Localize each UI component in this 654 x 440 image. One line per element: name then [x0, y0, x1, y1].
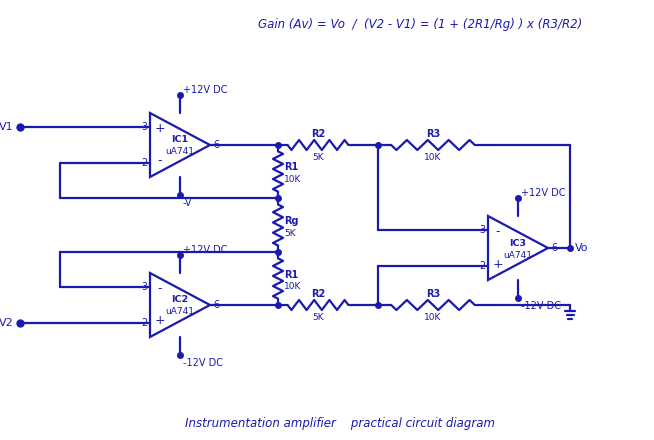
- Text: -: -: [496, 225, 500, 238]
- Text: IC1: IC1: [171, 136, 188, 144]
- Text: 3: 3: [479, 225, 485, 235]
- Text: R2: R2: [311, 289, 325, 299]
- Text: Gain (Av) = Vo  /  (V2 - V1) = (1 + (2R1/Rg) ) x (R3/R2): Gain (Av) = Vo / (V2 - V1) = (1 + (2R1/R…: [258, 18, 582, 31]
- Text: +12V DC: +12V DC: [183, 245, 228, 255]
- Text: -: -: [158, 282, 162, 296]
- Text: 3: 3: [141, 282, 147, 292]
- Text: 10K: 10K: [284, 175, 301, 184]
- Text: Instrumentation amplifier    practical circuit diagram: Instrumentation amplifier practical circ…: [185, 417, 495, 430]
- Text: R1: R1: [284, 162, 298, 172]
- Text: 2: 2: [479, 261, 485, 271]
- Text: 2: 2: [141, 158, 147, 168]
- Text: +: +: [155, 315, 165, 327]
- Text: +: +: [492, 257, 504, 271]
- Text: V1: V1: [0, 122, 14, 132]
- Text: 2: 2: [141, 318, 147, 328]
- Text: R2: R2: [311, 129, 325, 139]
- Text: R3: R3: [426, 129, 440, 139]
- Text: -12V DC: -12V DC: [521, 301, 561, 311]
- Text: R3: R3: [426, 289, 440, 299]
- Text: V2: V2: [0, 318, 14, 328]
- Text: -V: -V: [183, 198, 192, 208]
- Text: 3: 3: [141, 122, 147, 132]
- Text: 6: 6: [213, 140, 219, 150]
- Text: +12V DC: +12V DC: [183, 85, 228, 95]
- Text: -: -: [158, 154, 162, 168]
- Text: 10K: 10K: [424, 154, 441, 162]
- Text: 10K: 10K: [284, 282, 301, 291]
- Text: 10K: 10K: [424, 313, 441, 323]
- Text: 5K: 5K: [284, 228, 296, 238]
- Text: R1: R1: [284, 269, 298, 279]
- Text: uA741: uA741: [165, 147, 194, 157]
- Text: uA741: uA741: [504, 250, 532, 260]
- Text: -12V DC: -12V DC: [183, 358, 223, 368]
- Text: IC3: IC3: [509, 238, 526, 247]
- Text: 6: 6: [213, 300, 219, 310]
- Text: +: +: [155, 122, 165, 136]
- Text: 5K: 5K: [312, 154, 324, 162]
- Text: 6: 6: [551, 243, 557, 253]
- Text: Vo: Vo: [575, 243, 589, 253]
- Text: Rg: Rg: [284, 216, 298, 226]
- Text: IC2: IC2: [171, 296, 188, 304]
- Text: +12V DC: +12V DC: [521, 188, 566, 198]
- Text: uA741: uA741: [165, 308, 194, 316]
- Text: 5K: 5K: [312, 313, 324, 323]
